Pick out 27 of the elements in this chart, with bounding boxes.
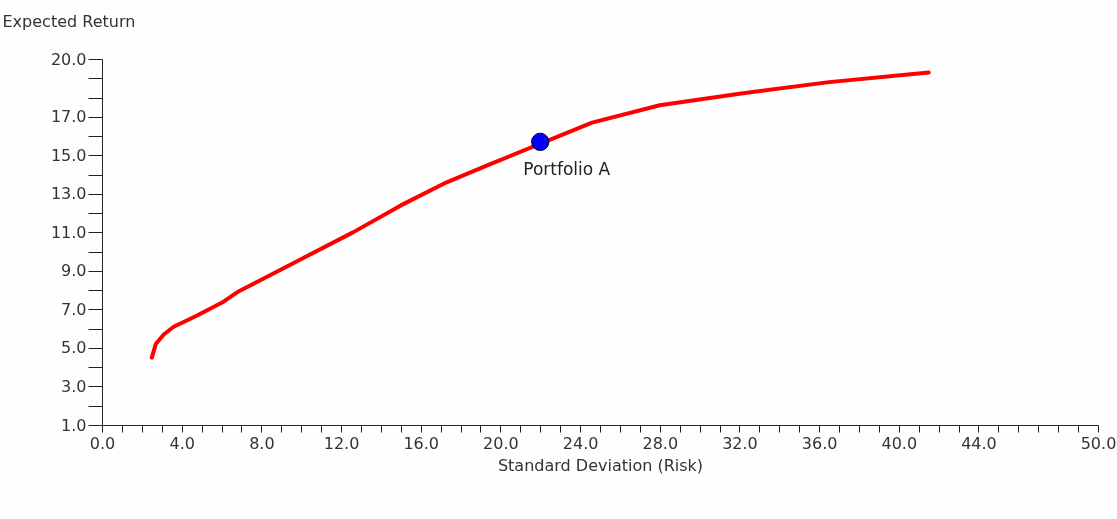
- y-axis-title: Expected Return: [2, 11, 136, 31]
- y-tick-label: 1.0: [61, 415, 87, 435]
- x-tick-label: 32.0: [722, 433, 758, 453]
- y-tick-label: 20.0: [50, 49, 87, 69]
- y-tick-label: 11.0: [50, 222, 87, 242]
- x-tick-label: 40.0: [881, 433, 918, 453]
- x-tick-label: 16.0: [403, 433, 440, 453]
- line-series: [149, 70, 931, 360]
- y-tick-label: 17.0: [50, 107, 87, 127]
- x-tick-label: 8.0: [249, 433, 275, 453]
- y-tick-label: 7.0: [61, 299, 87, 319]
- x-tick-label: 12.0: [323, 433, 360, 453]
- x-tick-label: 20.0: [483, 433, 519, 453]
- x-axis-title: Standard Deviation (Risk): [497, 455, 704, 475]
- y-tick-label: 3.0: [61, 376, 87, 396]
- y-tick-label: 9.0: [61, 261, 87, 281]
- x-tick-label: 50.0: [1080, 433, 1117, 453]
- x-tick-label: 0.0: [89, 433, 116, 453]
- y-tick-label: 5.0: [61, 338, 87, 358]
- y-tick-label: 15.0: [50, 145, 87, 165]
- y-tick-label: 13.0: [50, 184, 87, 204]
- annotation: Portfolio A: [523, 158, 611, 179]
- x-tick-label: 24.0: [562, 433, 599, 453]
- x-tick-label: 28.0: [642, 433, 679, 453]
- x-tick-label: 36.0: [801, 433, 838, 453]
- x-tick-label: 4.0: [169, 433, 195, 453]
- x-tick-label: 44.0: [961, 433, 997, 453]
